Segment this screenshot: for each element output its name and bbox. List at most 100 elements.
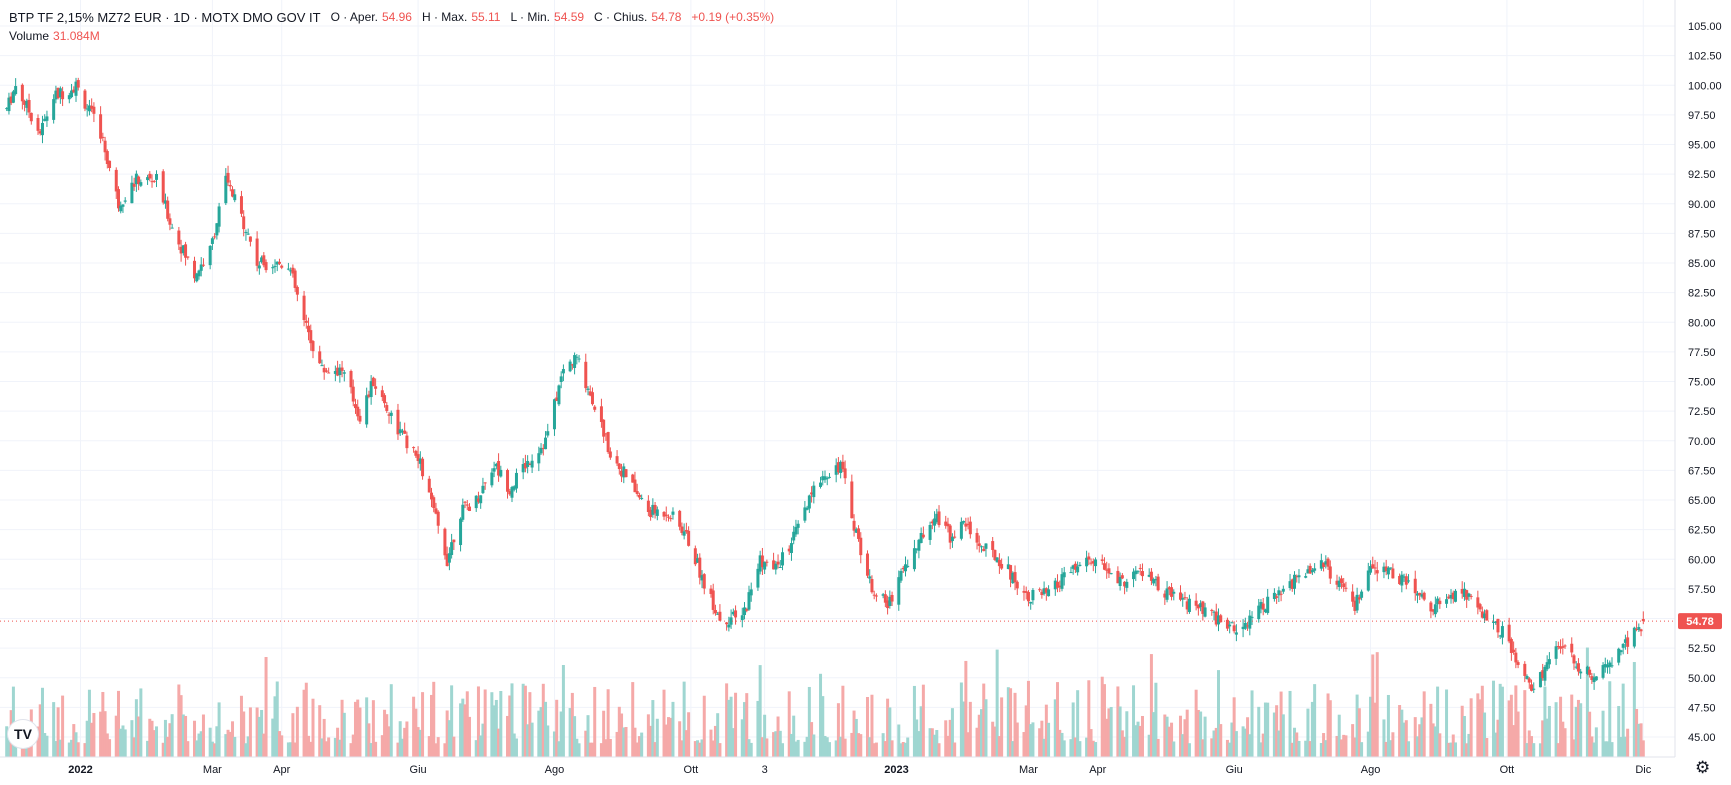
candle-body — [1107, 568, 1111, 574]
candle-body — [1250, 616, 1254, 618]
candle-body — [45, 116, 49, 121]
close-label: C · Chius. — [594, 10, 648, 24]
volume-bar — [1241, 726, 1245, 757]
volume-bar — [666, 717, 670, 757]
volume-bar — [146, 740, 150, 757]
candle-body — [1449, 594, 1453, 599]
volume-bar — [405, 721, 409, 757]
volume-bar — [99, 711, 103, 757]
candle-body — [445, 553, 449, 567]
candle-body — [7, 97, 11, 112]
volume-bar — [635, 742, 639, 757]
candle-body — [369, 381, 373, 398]
candle-body — [1592, 677, 1596, 683]
candle-body — [146, 177, 150, 181]
volume-bar — [1438, 733, 1442, 757]
candle-body — [1453, 590, 1457, 602]
volume-bar — [1391, 732, 1395, 757]
candle-body — [1194, 600, 1198, 606]
candle-body — [108, 160, 112, 168]
candle-body — [1617, 648, 1621, 663]
volume-bar — [1574, 706, 1578, 757]
candle-body — [508, 491, 512, 495]
candle-body — [651, 504, 655, 515]
candle-body — [980, 546, 984, 548]
candle-body — [593, 406, 597, 410]
candle-body — [982, 548, 986, 552]
volume-bar — [396, 742, 400, 757]
volume-bar — [906, 737, 910, 757]
volume-bar — [1310, 701, 1314, 757]
symbol-title[interactable]: BTP TF 2,15% MZ72 EUR · 1D · MOTX DMO GO… — [9, 10, 321, 25]
volume-bar — [993, 726, 997, 757]
candle-body — [380, 390, 384, 398]
candle-body — [1185, 601, 1189, 610]
candle-body — [590, 392, 594, 405]
volume-bar — [497, 728, 501, 757]
volume-bar — [964, 660, 968, 757]
volume-bar — [242, 711, 246, 757]
candle-body — [727, 624, 731, 628]
candle-body — [327, 372, 331, 374]
candle-body — [1029, 601, 1033, 604]
volume-bar — [1335, 735, 1339, 757]
volume-bars — [5, 647, 1645, 757]
volume-bar — [514, 738, 518, 757]
volume-bar — [260, 709, 264, 757]
candle-body — [139, 182, 143, 186]
candle-body — [383, 395, 387, 404]
price-tick-label: 70.00 — [1688, 436, 1716, 448]
candle-body — [490, 472, 494, 486]
volume-bar — [1360, 742, 1364, 757]
candle-body — [481, 485, 485, 494]
candle-body — [1632, 627, 1636, 647]
volume-bar — [836, 703, 840, 757]
volume-bar — [765, 738, 769, 757]
candle-body — [123, 200, 127, 202]
candle-body — [620, 470, 624, 477]
candle-body — [1071, 565, 1075, 569]
candle-body — [617, 463, 621, 470]
volume-bar — [1592, 742, 1596, 757]
candle-body — [1623, 639, 1627, 643]
volume-bar — [365, 697, 369, 757]
volume-bar — [865, 696, 869, 757]
volume-bar — [1194, 689, 1198, 757]
volume-bar — [116, 690, 120, 757]
volume-bar — [872, 743, 876, 757]
candle-body — [1319, 560, 1323, 569]
low-label: L · Min. — [510, 10, 551, 24]
candle-body — [257, 265, 261, 269]
volume-label[interactable]: Volume — [9, 29, 50, 43]
volume-bar — [199, 731, 203, 757]
candle-body — [1225, 619, 1229, 629]
volume-bar — [897, 724, 901, 757]
candle-body — [555, 397, 559, 401]
candle-body — [886, 600, 890, 609]
candle-body — [244, 231, 248, 233]
volume-bar — [693, 741, 697, 757]
volume-bar — [756, 700, 760, 757]
candle-body — [132, 183, 136, 187]
candle-body — [671, 511, 675, 515]
candle-body — [1140, 571, 1144, 577]
candle-body — [584, 361, 588, 389]
candle-body — [5, 108, 9, 110]
volume-bar — [1123, 736, 1127, 757]
volume-bar — [729, 696, 733, 757]
volume-bar — [640, 732, 644, 757]
volume-bar — [114, 715, 118, 757]
volume-bar — [1134, 725, 1138, 757]
gear-icon[interactable]: ⚙ — [1695, 758, 1711, 777]
volume-bar — [1185, 709, 1189, 757]
volume-bar — [669, 717, 673, 757]
volume-bar — [608, 738, 612, 757]
candle-body — [1509, 639, 1513, 654]
volume-bar — [1384, 741, 1388, 757]
candle-body — [1585, 666, 1589, 674]
candle-body — [1118, 576, 1122, 587]
candle-body — [810, 492, 814, 495]
tradingview-logo[interactable]: TV — [8, 720, 38, 748]
candle-body — [1297, 575, 1301, 578]
